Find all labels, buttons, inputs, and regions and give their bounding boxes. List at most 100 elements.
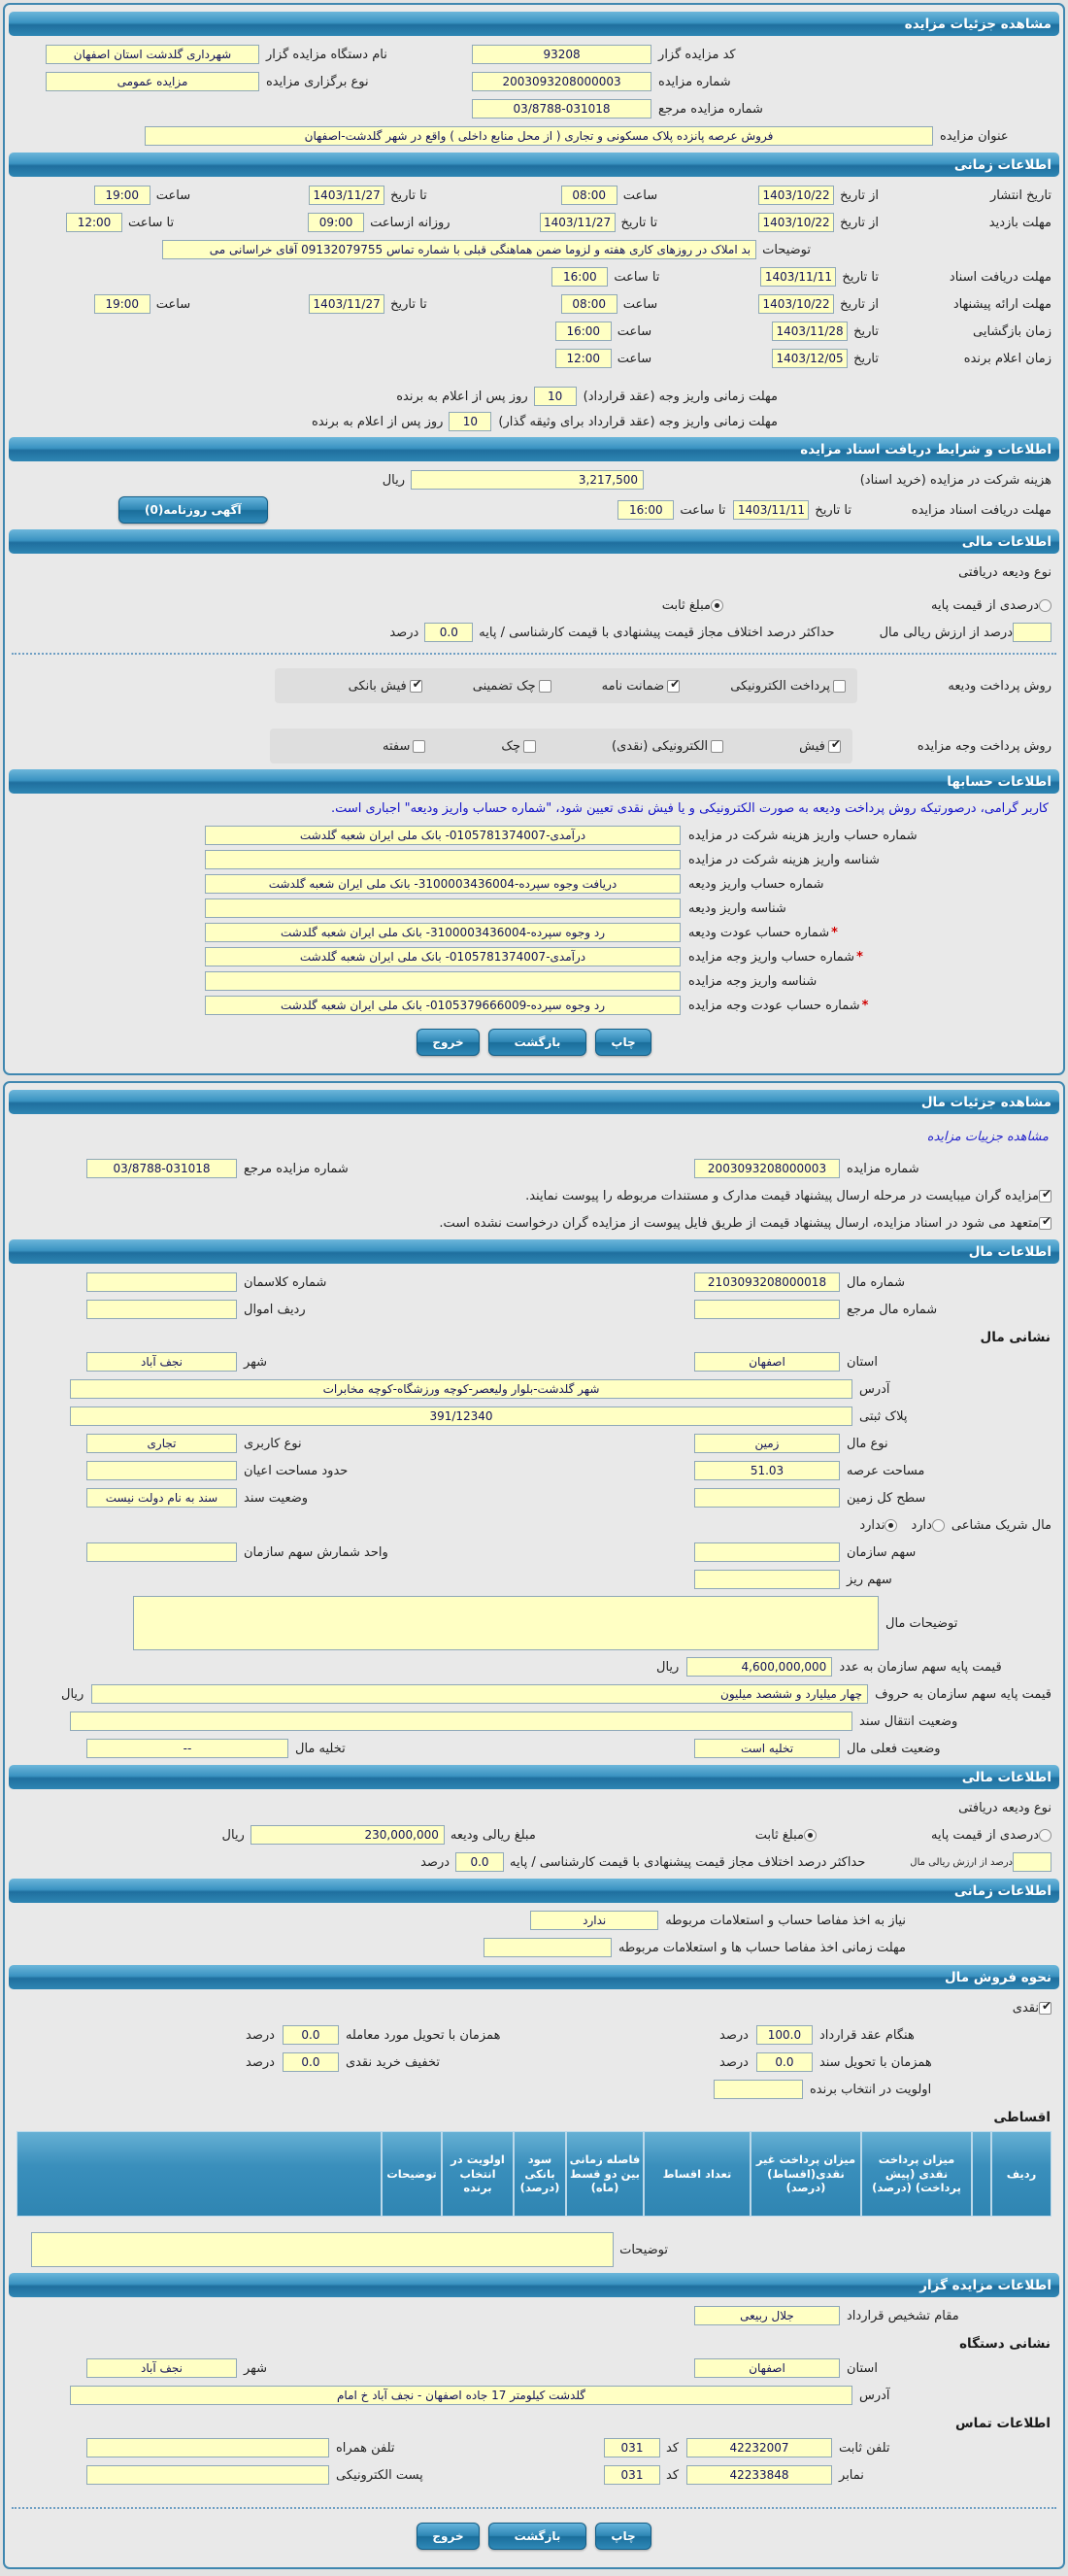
promissory-note-checkbox[interactable] [413, 739, 426, 753]
print-button[interactable]: چاپ [595, 2523, 651, 2550]
organizer-province-field[interactable]: اصفهان [694, 2358, 840, 2378]
organizer-city-field[interactable]: نجف آباد [86, 2358, 237, 2378]
percent-of-base-radio[interactable] [1039, 598, 1051, 612]
fax-code-field[interactable]: 031 [604, 2465, 660, 2485]
current-status-field[interactable]: تخلیه است [694, 1739, 840, 1758]
joint-none-radio[interactable] [884, 1518, 898, 1532]
auction-ref-field[interactable]: 03/8788-031018 [86, 1159, 237, 1178]
province-field[interactable]: اصفهان [694, 1352, 840, 1372]
registration-plate-field[interactable]: 391/12340 [70, 1407, 852, 1426]
visit-to-time-field[interactable]: 12:00 [66, 213, 122, 232]
usage-type-field[interactable]: تجاری [86, 1434, 237, 1453]
contract-authority-field[interactable]: جلال ربیعی [694, 2306, 840, 2325]
at-deed-transfer-field[interactable]: 0.0 [755, 2052, 813, 2072]
slip-checkbox[interactable] [827, 737, 841, 753]
building-area-field[interactable] [86, 1461, 237, 1480]
docs-receipt-deadline-date-field[interactable]: 1403/11/11 [733, 500, 810, 520]
docs-deadline-date-field[interactable]: 1403/11/11 [760, 267, 837, 287]
back-button[interactable]: بازگشت [487, 2523, 587, 2550]
certified-cheque-checkbox[interactable] [538, 679, 551, 693]
back-button[interactable]: بازگشت [487, 1029, 587, 1056]
joint-has-radio[interactable] [931, 1518, 945, 1532]
offer-to-time-field[interactable]: 19:00 [93, 294, 150, 314]
auction-code-field[interactable]: 93208 [472, 45, 652, 64]
fixed-amount-radio[interactable] [711, 598, 724, 612]
asset-ref-number-field[interactable] [694, 1300, 840, 1319]
percent-of-value-field[interactable] [1013, 1852, 1051, 1872]
org-share-field[interactable] [694, 1542, 840, 1562]
docs-receipt-deadline-time-field[interactable]: 16:00 [617, 500, 675, 520]
asset-row-field[interactable] [86, 1300, 237, 1319]
deed-transfer-status-field[interactable] [70, 1712, 852, 1731]
cash-discount-field[interactable]: 0.0 [282, 2052, 339, 2072]
winner-date-field[interactable]: 1403/12/05 [772, 349, 849, 368]
opening-date-field[interactable]: 1403/11/28 [772, 322, 849, 341]
base-price-words-field[interactable]: چهار میلیارد و ششصد میلیون [91, 1684, 869, 1704]
auction-subject-field[interactable]: فروش عرصه پانزده پلاک مسکونی و تجاری ( ا… [145, 126, 933, 146]
auction-type-field[interactable]: مزایده عمومی [46, 72, 259, 91]
clearance-need-field[interactable]: ندارد [530, 1911, 659, 1930]
exit-button[interactable]: خروج [417, 2523, 480, 2550]
fax-field[interactable]: 42233848 [686, 2465, 833, 2485]
city-field[interactable]: نجف آباد [86, 1352, 237, 1372]
landline-phone-field[interactable]: 42232007 [686, 2438, 833, 2457]
email-field[interactable] [86, 2465, 329, 2485]
fixed-amount-radio[interactable] [804, 1828, 818, 1842]
fee-deposit-account-field[interactable]: درآمدی-0105781374007- بانک ملی ایران شعب… [205, 826, 681, 845]
at-contract-field[interactable]: 100.0 [755, 2025, 813, 2045]
organizer-name-field[interactable]: شهرداری گلدشت استان اصفهان [46, 45, 259, 64]
attachment-required-checkbox[interactable] [1039, 1187, 1051, 1203]
offer-from-time-field[interactable]: 08:00 [560, 294, 617, 314]
participation-fee-field[interactable]: 3,217,500 [411, 470, 644, 490]
visit-from-date-field[interactable]: 1403/10/22 [758, 213, 835, 232]
offer-to-date-field[interactable]: 1403/11/27 [309, 294, 385, 314]
print-button[interactable]: چاپ [595, 1029, 651, 1056]
exit-button[interactable]: خروج [417, 1029, 480, 1056]
publish-to-date-field[interactable]: 1403/11/27 [309, 186, 385, 205]
cheque-checkbox[interactable] [523, 739, 537, 753]
time-description-field[interactable]: بد املاک در روزهای کاری هفته و لزوما ضمن… [162, 240, 757, 259]
publish-to-time-field[interactable]: 19:00 [93, 186, 150, 205]
payment-deadline-guarantor-days-field[interactable]: 10 [449, 412, 492, 431]
docs-deadline-time-field[interactable]: 16:00 [551, 267, 609, 287]
asset-number-field[interactable]: 2103093208000018 [694, 1272, 840, 1292]
percent-of-base-radio[interactable] [1039, 1828, 1051, 1842]
at-delivery-field[interactable]: 0.0 [282, 2025, 339, 2045]
clearance-deadline-field[interactable] [483, 1938, 612, 1957]
landline-code-field[interactable]: 031 [604, 2438, 660, 2457]
bank-slip-checkbox[interactable] [409, 677, 422, 693]
evacuation-field[interactable]: -- [86, 1739, 288, 1758]
fee-deposit-id-field[interactable] [205, 850, 681, 869]
classification-number-field[interactable] [86, 1272, 237, 1292]
offer-from-date-field[interactable]: 1403/10/22 [758, 294, 835, 314]
deposit-id-field[interactable] [205, 898, 681, 918]
auction-payment-account-field[interactable]: درآمدی-0105781374007- بانک ملی ایران شعب… [205, 947, 681, 966]
no-file-request-checkbox[interactable] [1039, 1214, 1051, 1230]
deed-status-field[interactable]: سند به نام دولت نیست [86, 1488, 237, 1508]
winner-time-field[interactable]: 12:00 [554, 349, 612, 368]
deposit-account-field[interactable]: دریافت وجوه سپرده-3100003436004- بانک مل… [205, 874, 681, 894]
publish-from-date-field[interactable]: 1403/10/22 [758, 186, 835, 205]
electronic-cash-checkbox[interactable] [711, 739, 724, 753]
deposit-amount-field[interactable]: 230,000,000 [250, 1825, 445, 1845]
publish-from-time-field[interactable]: 08:00 [560, 186, 617, 205]
total-land-surface-field[interactable] [694, 1488, 840, 1508]
visit-to-date-field[interactable]: 1403/11/27 [539, 213, 616, 232]
sub-share-field[interactable] [694, 1570, 840, 1589]
deposit-return-account-field[interactable]: رد وجوه سپرده-3100003436004- بانک ملی ای… [205, 923, 681, 942]
share-count-unit-field[interactable] [86, 1542, 237, 1562]
address-field[interactable]: شهر گلدشت-بلوار ولیعصر-کوچه ورزشگاه-کوچه… [70, 1379, 852, 1399]
asset-description-field[interactable] [133, 1596, 879, 1650]
auction-number-field[interactable]: 2003093208000003 [694, 1159, 840, 1178]
auction-return-account-field[interactable]: رد وجوه سپرده-0105379666009- بانک ملی ای… [205, 996, 681, 1015]
mobile-phone-field[interactable] [86, 2438, 329, 2457]
auction-ref-field[interactable]: 03/8788-031018 [472, 99, 652, 119]
visit-from-time-field[interactable]: 09:00 [308, 213, 365, 232]
asset-type-field[interactable]: زمین [694, 1434, 840, 1453]
sale-description-field[interactable] [31, 2232, 615, 2267]
organizer-address-field[interactable]: گلدشت کیلومتر 17 جاده اصفهان - نجف آباد … [70, 2386, 852, 2405]
max-diff-field[interactable]: 0.0 [455, 1852, 505, 1872]
auction-number-field[interactable]: 2003093208000003 [472, 72, 652, 91]
land-area-field[interactable]: 51.03 [694, 1461, 840, 1480]
percent-of-value-field[interactable] [1013, 623, 1051, 642]
